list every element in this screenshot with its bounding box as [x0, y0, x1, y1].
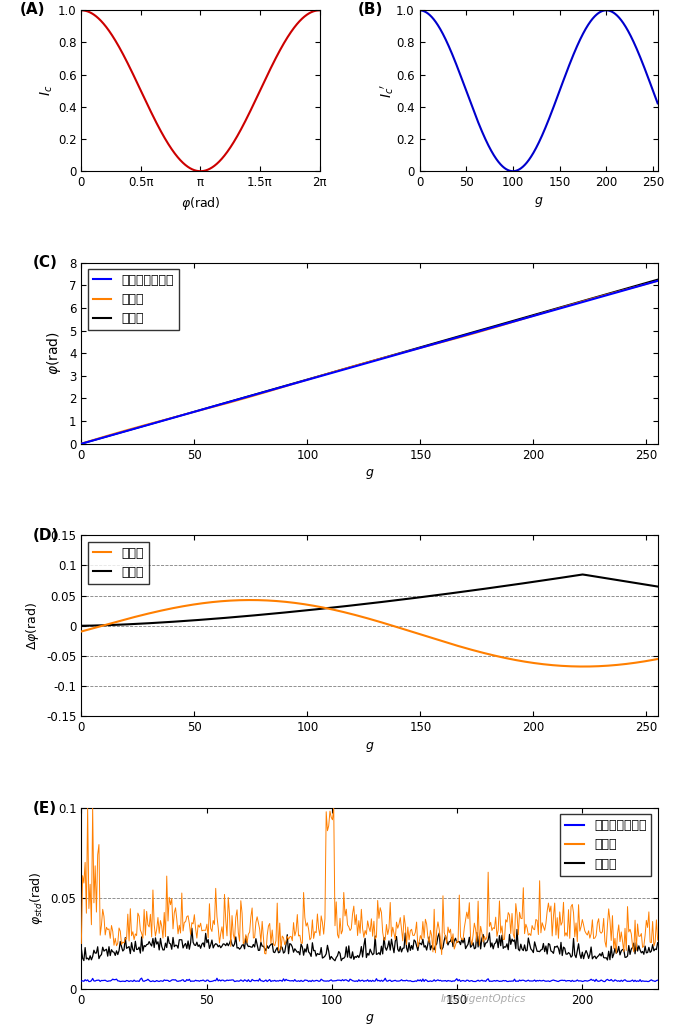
X-axis label: $g$: $g$ — [365, 1012, 374, 1026]
Y-axis label: $\Delta\varphi$(rad): $\Delta\varphi$(rad) — [24, 602, 41, 650]
Text: (C): (C) — [33, 255, 57, 271]
Legend: 衍射图样分析法, 干涉法, 偏振法: 衍射图样分析法, 干涉法, 偏振法 — [560, 814, 652, 876]
X-axis label: $g$: $g$ — [365, 468, 374, 481]
Text: IntelligentOptics: IntelligentOptics — [441, 994, 526, 1004]
Y-axis label: $\varphi$(rad): $\varphi$(rad) — [45, 332, 64, 375]
Y-axis label: $\varphi_{std}$(rad): $\varphi_{std}$(rad) — [28, 871, 45, 925]
X-axis label: $\varphi$(rad): $\varphi$(rad) — [180, 195, 220, 211]
Y-axis label: $I_c{}'$: $I_c{}'$ — [378, 83, 396, 98]
Legend: 衍射图样分析法, 干涉法, 偏振法: 衍射图样分析法, 干涉法, 偏振法 — [87, 269, 179, 331]
Text: (B): (B) — [357, 2, 383, 18]
Y-axis label: $I_c$: $I_c$ — [39, 85, 55, 97]
Text: (E): (E) — [33, 800, 56, 816]
X-axis label: $g$: $g$ — [534, 195, 543, 209]
Legend: 干涉法, 偏振法: 干涉法, 偏振法 — [87, 542, 149, 584]
Text: (A): (A) — [20, 2, 45, 18]
X-axis label: $g$: $g$ — [365, 740, 374, 754]
Text: (D): (D) — [33, 528, 59, 543]
